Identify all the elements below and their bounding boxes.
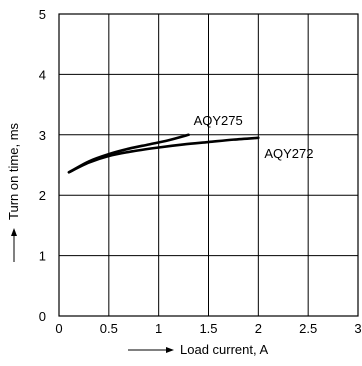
axes: 0 0.5 1 1.5 2 2.5 3 0 1 2 3 4 5 [39, 7, 362, 336]
x-tick-label: 3 [354, 321, 361, 336]
plot-frame [58, 13, 359, 317]
series-label: AQY275 [194, 113, 243, 128]
x-tick-label: 2.5 [299, 321, 317, 336]
x-axis-arrow [128, 347, 174, 353]
x-tick-label: 0 [55, 321, 62, 336]
series-lines: AQY275 AQY272 [67, 113, 313, 174]
x-axis-label: Load current, A [180, 342, 268, 357]
y-tick-label: 2 [39, 188, 46, 203]
y-axis-arrow [11, 228, 17, 262]
y-axis-label: Turn on time, ms [6, 122, 21, 220]
x-tick-label: 1.5 [199, 321, 217, 336]
x-tick-label: 1 [155, 321, 162, 336]
grid [58, 13, 359, 317]
y-tick-label: 1 [39, 249, 46, 264]
x-tick-label: 0.5 [100, 321, 118, 336]
series-line-aqy275 [67, 133, 190, 174]
y-tick-label: 0 [39, 309, 46, 324]
series-line-aqy272 [67, 136, 260, 174]
y-tick-label: 4 [39, 67, 46, 82]
y-tick-label: 3 [39, 128, 46, 143]
x-tick-label: 2 [255, 321, 262, 336]
series-label: AQY272 [264, 146, 313, 161]
y-tick-label: 5 [39, 7, 46, 22]
